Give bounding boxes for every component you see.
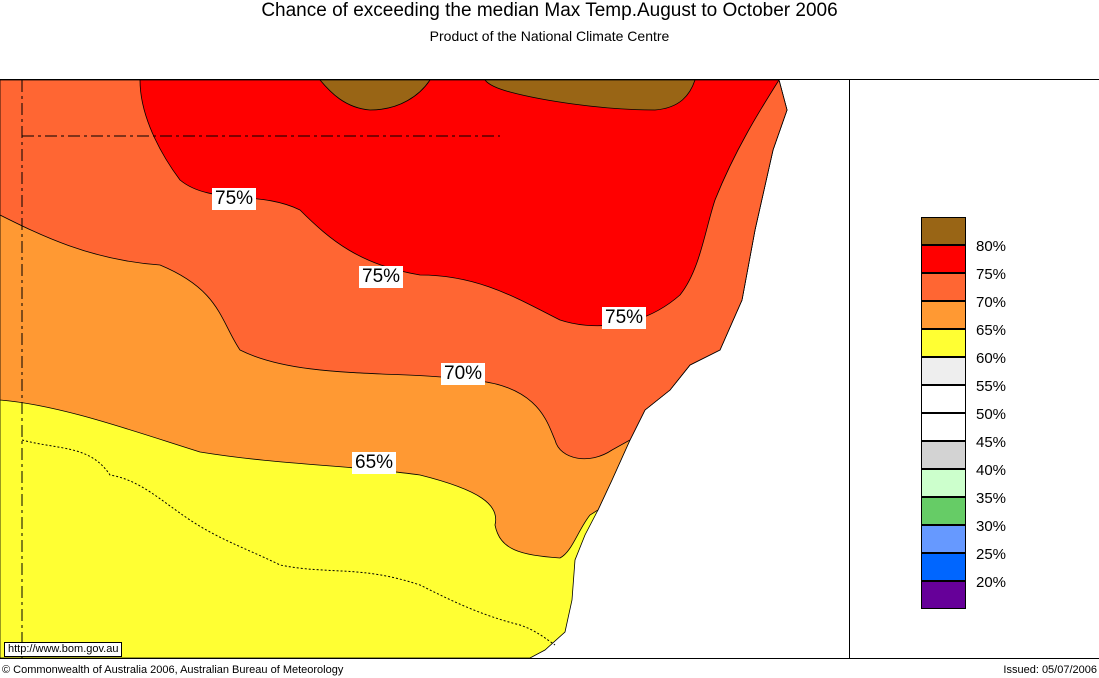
legend-swatch	[921, 413, 966, 441]
legend-label: 70%	[976, 294, 1007, 311]
website-link[interactable]: http://www.bom.gov.au	[4, 642, 123, 657]
legend-swatch	[921, 301, 966, 329]
legend-divider	[849, 79, 850, 659]
contour-label: 75%	[359, 266, 404, 288]
legend-swatch	[921, 553, 966, 581]
legend-swatch	[921, 581, 966, 609]
legend-label: 55%	[976, 378, 1007, 395]
legend-label: 65%	[976, 322, 1007, 339]
legend-swatch	[921, 497, 966, 525]
legend-label: 30%	[976, 518, 1007, 535]
legend-swatch	[921, 217, 966, 245]
legend-label: 35%	[976, 490, 1007, 507]
issued-date: Issued: 05/07/2006	[1003, 664, 1097, 676]
contour-label: 70%	[441, 363, 486, 385]
contour-label: 65%	[352, 452, 397, 474]
legend-swatch	[921, 357, 966, 385]
legend-label: 75%	[976, 266, 1007, 283]
copyright-notice: © Commonwealth of Australia 2006, Austra…	[2, 664, 344, 676]
contour-label: 75%	[602, 307, 647, 329]
zone-75	[139, 80, 780, 327]
legend-swatch	[921, 525, 966, 553]
zone-80-west	[319, 80, 431, 111]
map-title: Chance of exceeding the median Max Temp.…	[261, 0, 838, 21]
legend-swatch	[921, 469, 966, 497]
contour-label: 75%	[212, 188, 257, 210]
legend-label: 40%	[976, 462, 1007, 479]
legend-label: 50%	[976, 406, 1007, 423]
legend-swatch	[921, 329, 966, 357]
legend-swatch	[921, 441, 966, 469]
probability-map	[0, 80, 788, 658]
map-subtitle: Product of the National Climate Centre	[429, 28, 670, 44]
legend-label: 20%	[976, 574, 1007, 591]
zone-80-east	[484, 80, 696, 111]
state-border-south	[21, 439, 556, 646]
legend-label: 60%	[976, 350, 1007, 367]
map-frame	[0, 79, 1099, 659]
legend-label: 80%	[976, 238, 1007, 255]
legend-swatch	[921, 273, 966, 301]
legend-label: 25%	[976, 546, 1007, 563]
legend-label: 45%	[976, 434, 1007, 451]
legend-swatch	[921, 385, 966, 413]
legend-swatch	[921, 245, 966, 273]
